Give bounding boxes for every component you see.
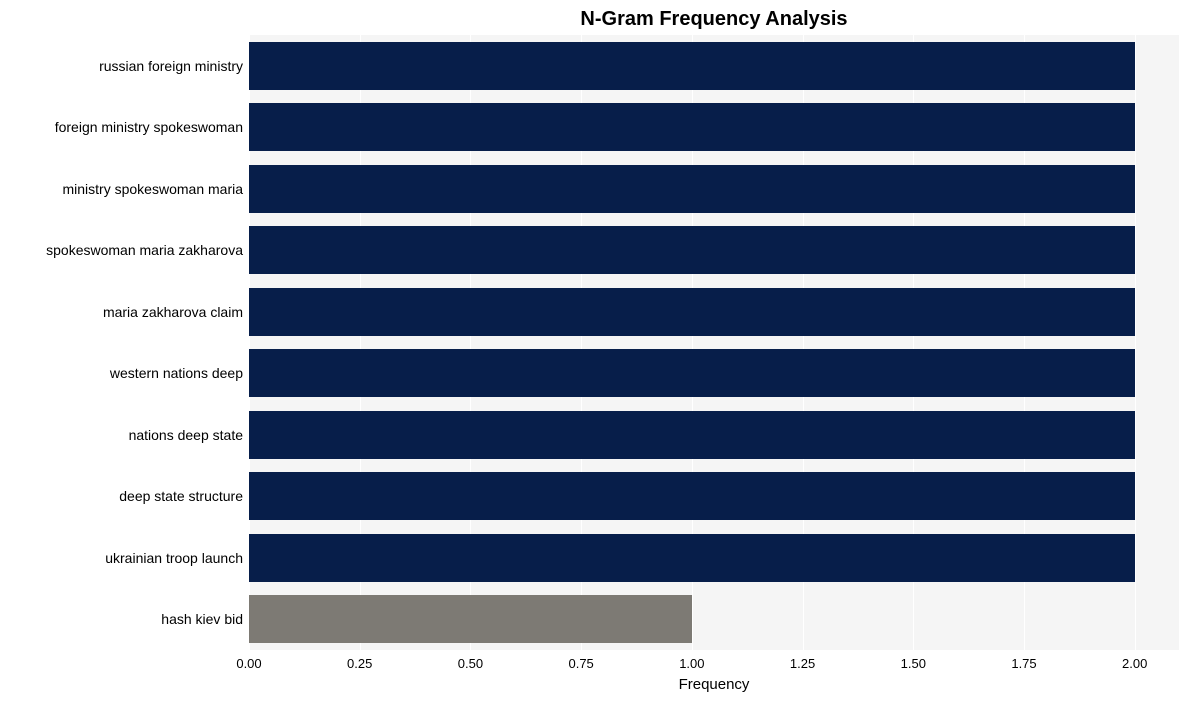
chart-title: N-Gram Frequency Analysis	[249, 8, 1179, 31]
x-tick-label: 0.50	[458, 656, 483, 671]
ngram-bar-chart: N-Gram Frequency Analysis Frequency 0.00…	[0, 0, 1189, 701]
x-tick-label: 2.00	[1122, 656, 1147, 671]
x-axis-title: Frequency	[249, 676, 1179, 693]
y-tick-label: hash kiev bid	[161, 611, 243, 627]
bar	[249, 226, 1135, 274]
bar	[249, 42, 1135, 90]
y-tick-label: foreign ministry spokeswoman	[55, 119, 243, 135]
y-tick-label: deep state structure	[119, 488, 243, 504]
bar	[249, 595, 692, 643]
bar	[249, 411, 1135, 459]
y-tick-label: maria zakharova claim	[103, 304, 243, 320]
bar	[249, 472, 1135, 520]
plot-area	[249, 35, 1179, 650]
y-tick-label: russian foreign ministry	[99, 58, 243, 74]
gridline	[1135, 35, 1136, 650]
x-tick-label: 0.00	[236, 656, 261, 671]
bar	[249, 103, 1135, 151]
y-tick-label: ministry spokeswoman maria	[63, 181, 244, 197]
y-tick-label: western nations deep	[110, 365, 243, 381]
x-tick-label: 1.75	[1011, 656, 1036, 671]
bar	[249, 288, 1135, 336]
x-tick-label: 0.75	[568, 656, 593, 671]
y-tick-label: ukrainian troop launch	[105, 550, 243, 566]
x-tick-label: 1.50	[901, 656, 926, 671]
x-tick-label: 1.25	[790, 656, 815, 671]
bar	[249, 165, 1135, 213]
x-tick-label: 0.25	[347, 656, 372, 671]
y-tick-label: spokeswoman maria zakharova	[46, 242, 243, 258]
x-tick-label: 1.00	[679, 656, 704, 671]
y-tick-label: nations deep state	[129, 427, 243, 443]
bar	[249, 349, 1135, 397]
bar	[249, 534, 1135, 582]
